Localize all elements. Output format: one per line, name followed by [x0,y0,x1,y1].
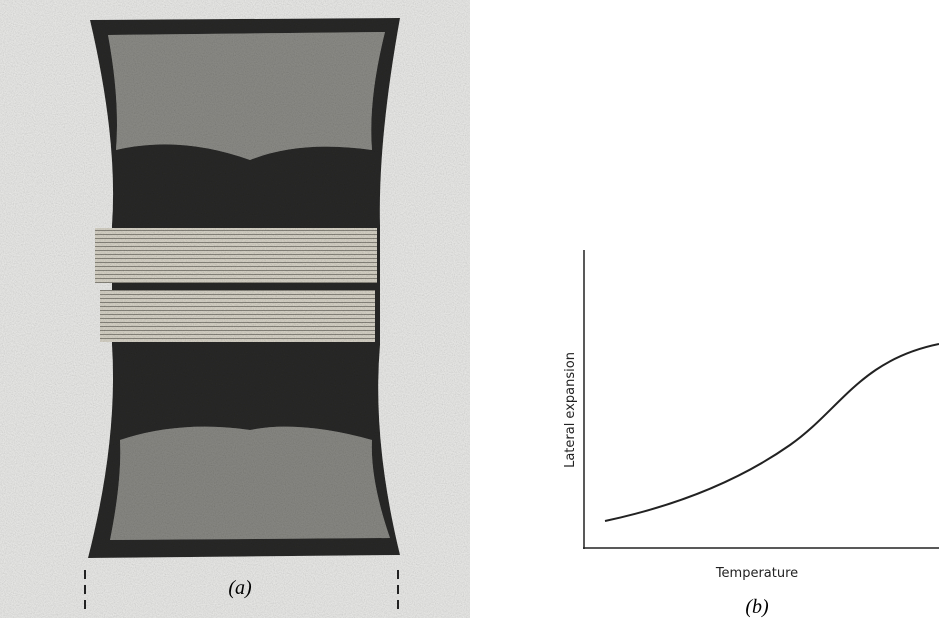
x-axis-label: Temperature [715,566,798,581]
page: (a) Lateral expansion Temperature (b) ((… [0,0,939,618]
fracture-bottom [110,427,390,540]
y-axis-label: Lateral expansion [563,352,578,468]
panel-caption: (a) [228,577,252,599]
panel-b-graph: Lateral expansion Temperature (b) [563,250,939,618]
shear-lip-bottom [100,290,375,342]
panel-a-photo: (a) [0,0,470,618]
figure: (a) Lateral expansion Temperature (b) [0,0,939,618]
panel-caption: (b) [745,596,769,618]
fracture-top [108,32,385,160]
shear-lip-top [95,228,377,283]
curve [605,344,939,521]
